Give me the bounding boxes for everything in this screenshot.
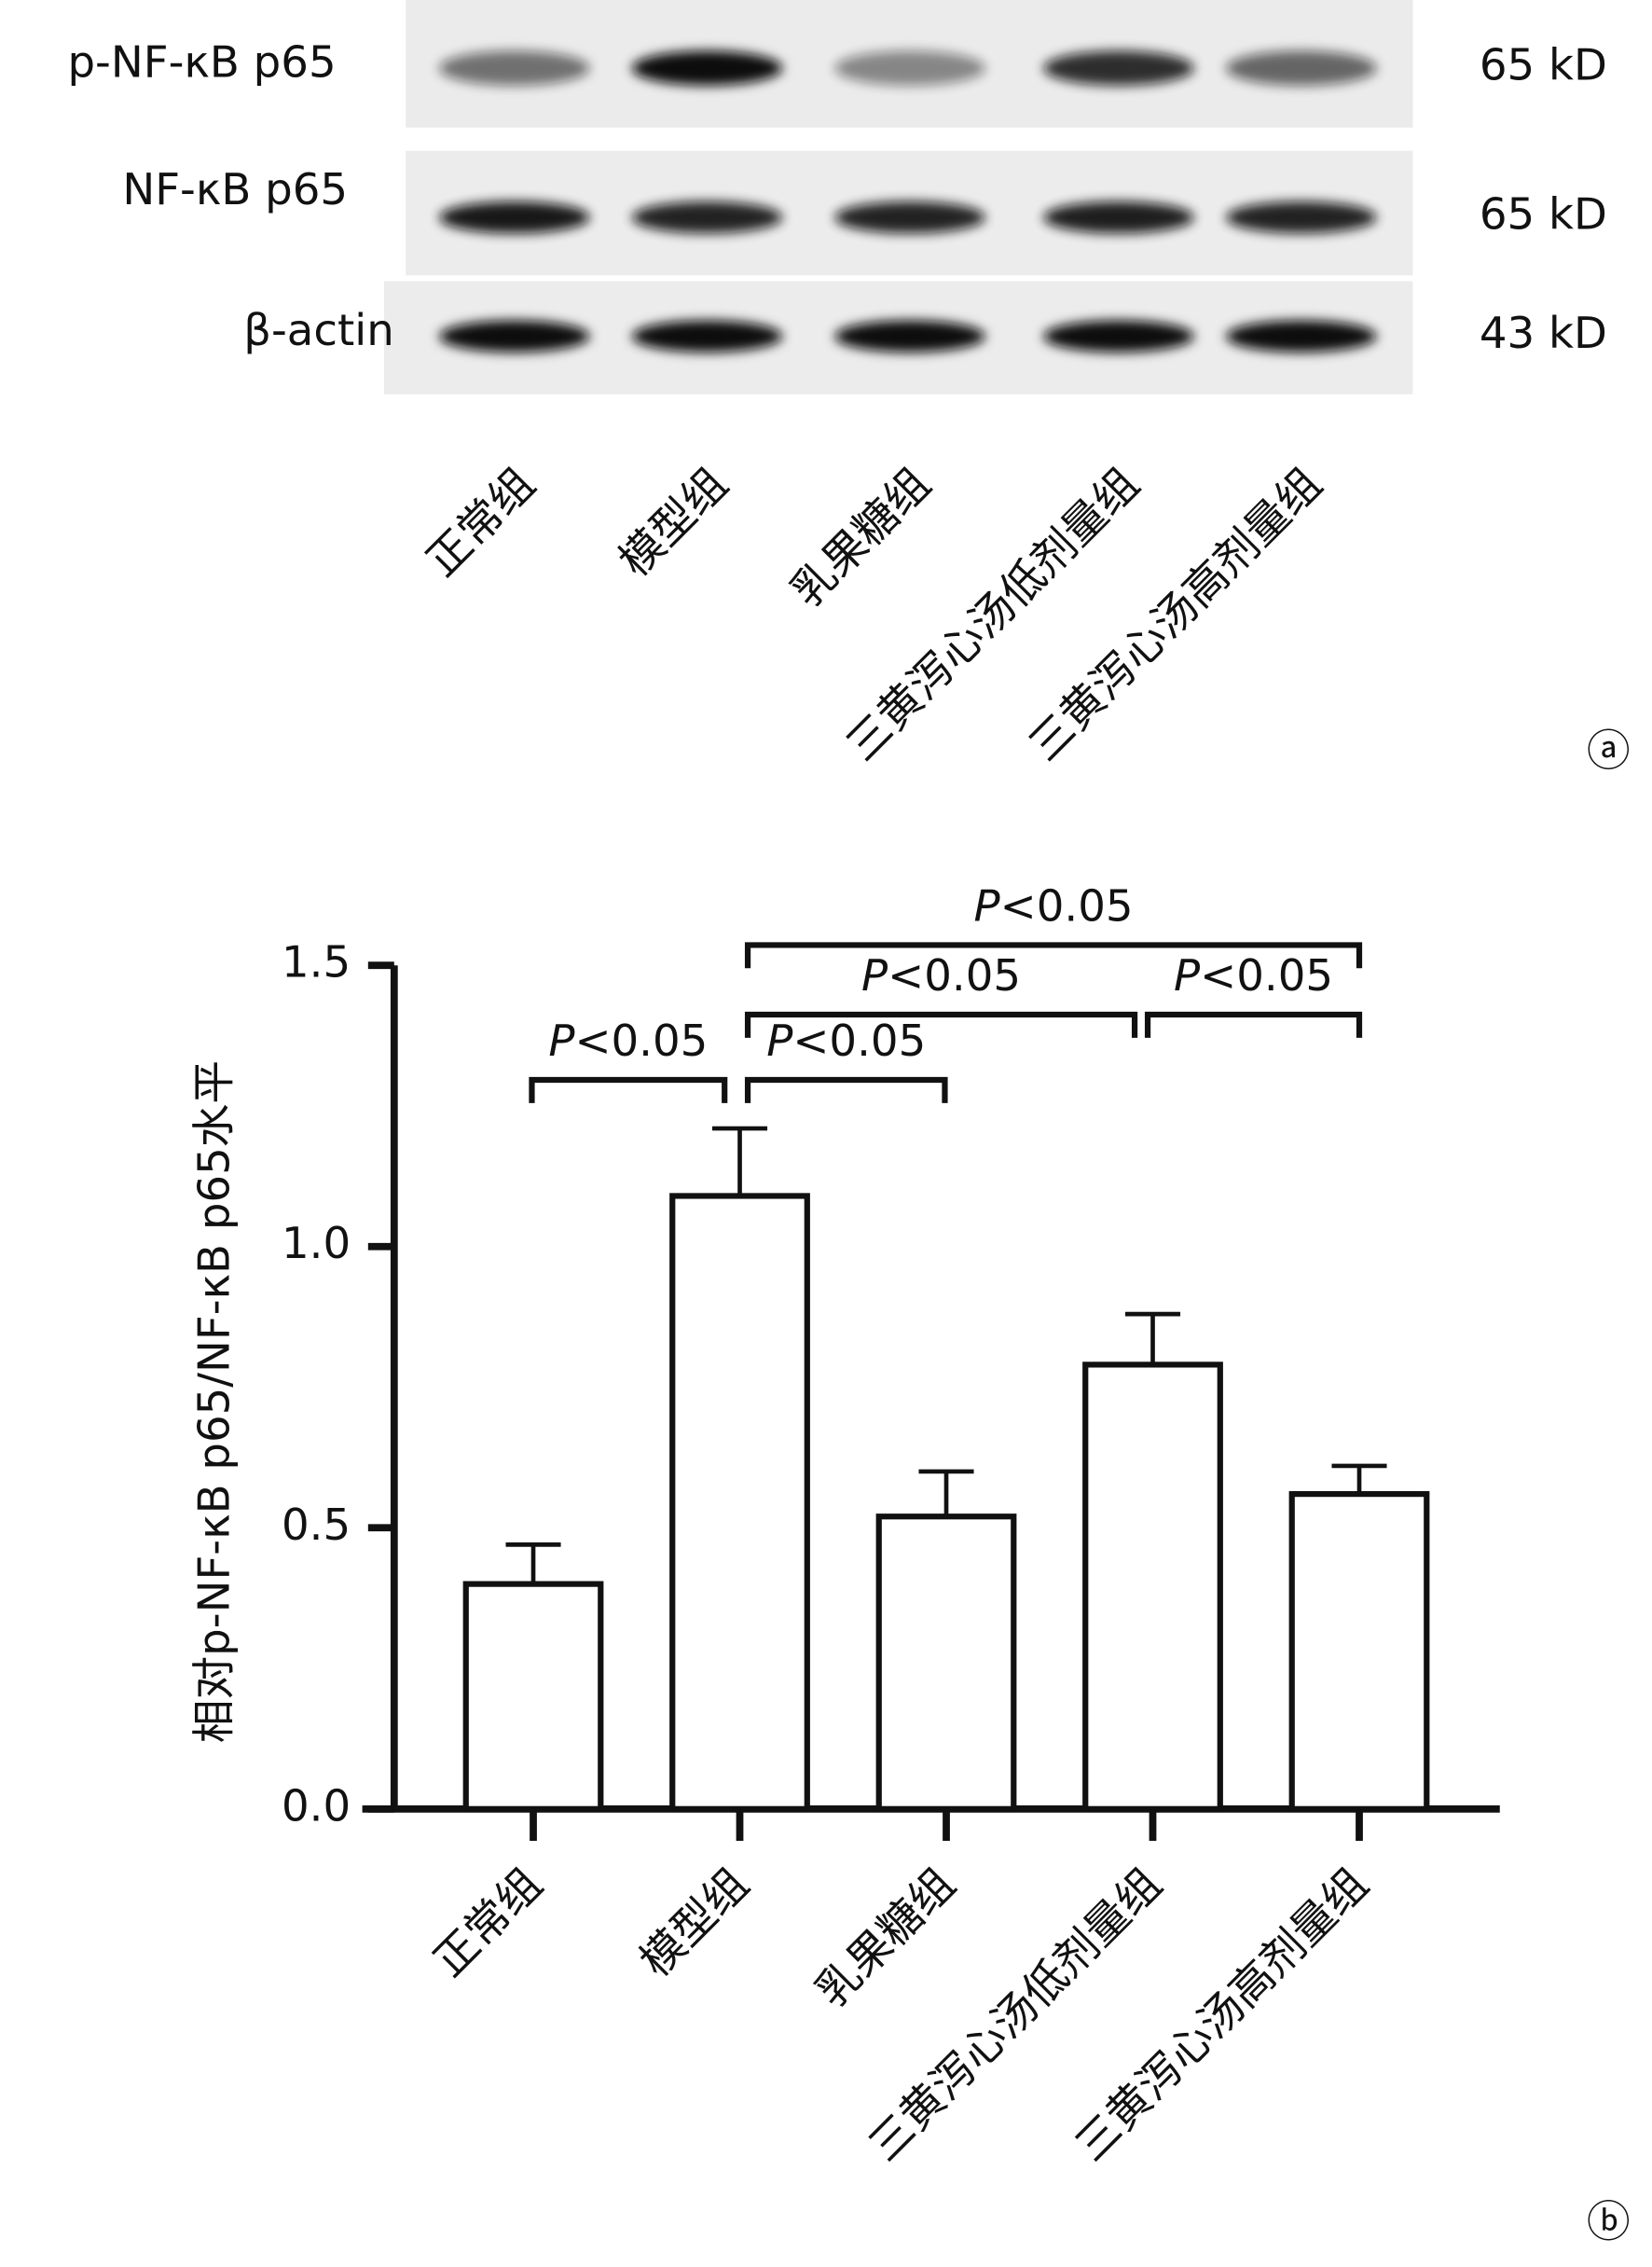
significance-bracket xyxy=(1144,1011,1363,1038)
blot-lane-label: 乳果糖组 xyxy=(781,458,940,616)
blot-lane-label: 模型组 xyxy=(610,458,737,586)
blot-band xyxy=(834,320,985,352)
significance-bracket xyxy=(744,942,1363,969)
blot-band xyxy=(438,320,590,352)
bar xyxy=(1082,1362,1223,1812)
y-tick-label: 1.5 xyxy=(282,937,351,988)
blot-band xyxy=(1226,50,1377,86)
significance-bracket xyxy=(744,1011,1138,1038)
blot-band xyxy=(438,201,590,234)
error-bar xyxy=(505,1542,561,1584)
significance-label: P<0.05 xyxy=(974,880,1134,931)
blot-band xyxy=(1043,50,1194,86)
bar xyxy=(669,1193,810,1812)
blot-band xyxy=(834,50,985,86)
blot-size-label: 43 kD xyxy=(1480,308,1607,358)
y-axis-label: 相对p-NF-κB p65/NF-κB p65水平 xyxy=(189,1060,240,1743)
bar xyxy=(875,1514,1017,1812)
blot-row-label: NF-κB p65 xyxy=(122,164,348,214)
x-tick-label: 乳果糖组 xyxy=(806,1859,965,2017)
significance-label: P<0.05 xyxy=(1174,950,1333,1001)
y-tick-label: 0.5 xyxy=(282,1500,351,1550)
panel-label: ⓐ xyxy=(1587,726,1631,776)
blot-band xyxy=(1226,320,1377,352)
x-tick-label: 模型组 xyxy=(630,1859,758,1986)
blot-band xyxy=(1043,201,1194,234)
blot-band xyxy=(1226,201,1377,234)
blot-row-label: β-actin xyxy=(243,305,394,355)
blot-band xyxy=(834,201,985,234)
blot-band xyxy=(438,50,590,86)
blot-band xyxy=(631,50,783,86)
error-bar xyxy=(918,1469,974,1517)
panel-label: ⓑ xyxy=(1587,2196,1631,2246)
error-bar xyxy=(711,1126,768,1196)
y-tick-label: 0.0 xyxy=(282,1780,351,1831)
significance-label: P<0.05 xyxy=(861,950,1021,1001)
x-tick-label: 正常组 xyxy=(424,1859,552,1986)
blot-lane-label: 正常组 xyxy=(417,458,544,586)
significance-bracket xyxy=(529,1076,728,1103)
blot-band xyxy=(631,201,783,234)
error-bar xyxy=(1124,1311,1181,1365)
y-tick-label: 1.0 xyxy=(282,1218,351,1268)
blot-band xyxy=(1043,320,1194,352)
bar xyxy=(1288,1490,1430,1812)
significance-bracket xyxy=(744,1076,948,1103)
blot-row-label: p-NF-κB p65 xyxy=(67,36,336,87)
error-bar xyxy=(1331,1463,1387,1495)
significance-label: P<0.05 xyxy=(548,1016,708,1066)
bar xyxy=(462,1581,604,1812)
blot-size-label: 65 kD xyxy=(1480,189,1607,240)
blot-size-label: 65 kD xyxy=(1480,40,1607,90)
blot-band xyxy=(631,320,783,352)
significance-label: P<0.05 xyxy=(766,1016,926,1066)
